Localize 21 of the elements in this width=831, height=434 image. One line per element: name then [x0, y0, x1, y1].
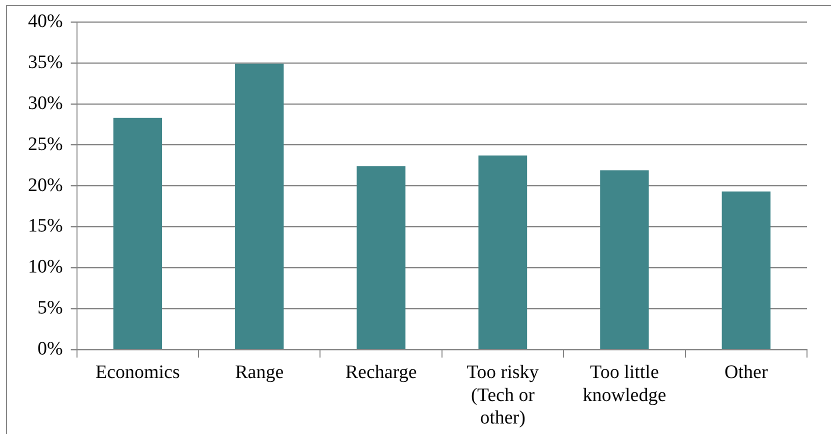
- x-tick-label: Other: [724, 362, 768, 383]
- x-tick-label: Range: [235, 362, 284, 383]
- bar: [113, 118, 162, 349]
- y-tick-label: 35%: [28, 52, 63, 73]
- y-tick-label: 10%: [28, 256, 63, 278]
- x-tick-label: Recharge: [345, 362, 417, 383]
- x-tick-label: Economics: [95, 362, 180, 383]
- y-tick-label: 0%: [38, 338, 63, 360]
- bar: [356, 166, 406, 349]
- y-tick-label: 15%: [28, 216, 63, 237]
- bar: [722, 192, 770, 349]
- y-tick-label: 25%: [28, 134, 63, 155]
- bar: [235, 64, 284, 349]
- y-tick-label: 30%: [28, 92, 63, 114]
- y-tick-label: 5%: [38, 298, 63, 319]
- x-tick-label: Too risky (Tech or other): [466, 362, 540, 429]
- y-tick-label: 40%: [28, 10, 63, 32]
- x-tick-label: Too little knowledge: [582, 362, 666, 406]
- y-tick-label: 20%: [28, 174, 63, 196]
- bar: [478, 155, 528, 349]
- bar: [600, 170, 649, 349]
